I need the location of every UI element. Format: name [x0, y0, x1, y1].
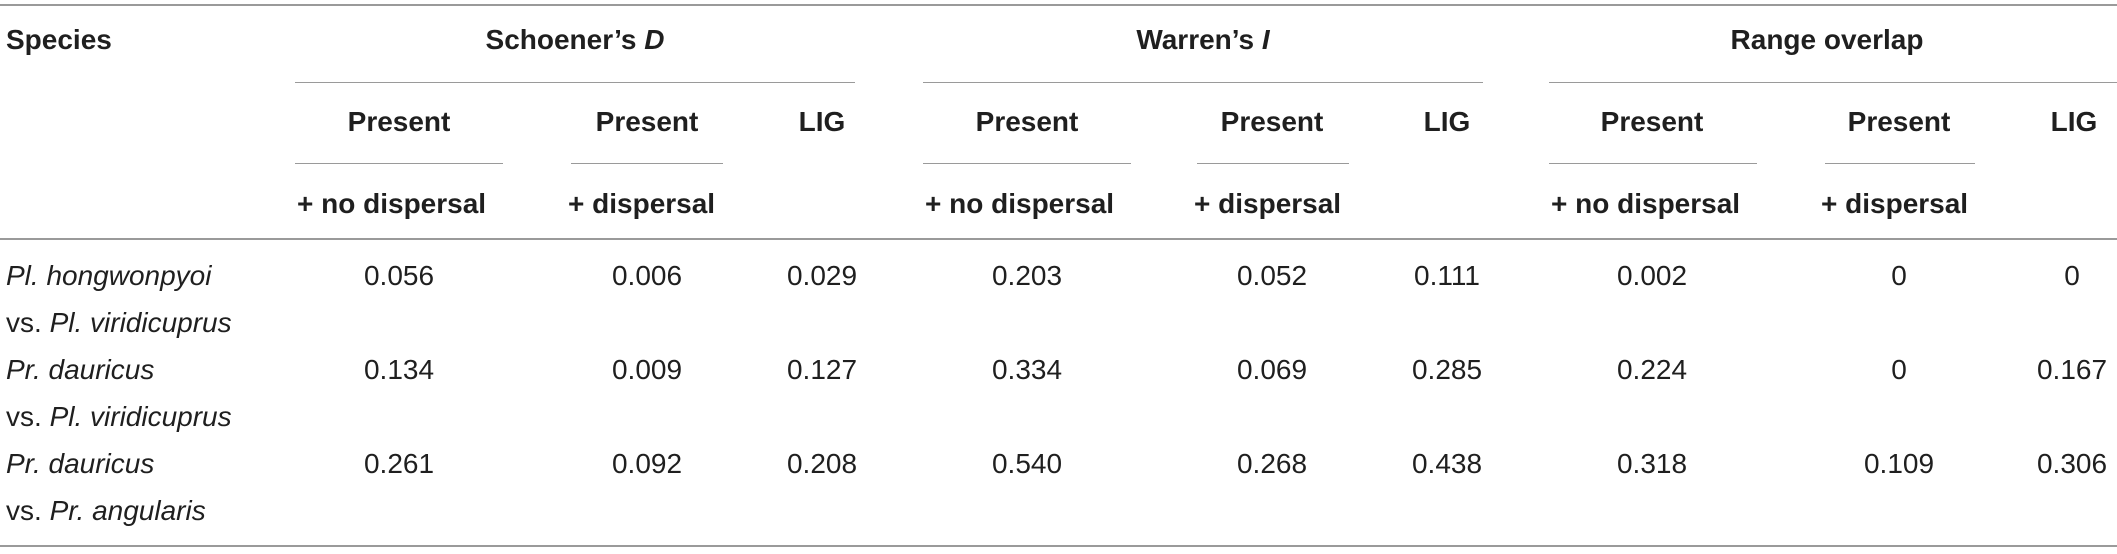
row2-value-d-disp: 0.009	[611, 354, 683, 385]
group-rule-range	[1549, 82, 2117, 83]
subheader-lig-r: LIG	[2050, 106, 2098, 137]
table-bottom-rule	[0, 545, 2117, 547]
row2-value-i-nodisp: 0.334	[991, 354, 1063, 385]
row3-value-r-lig: 0.306	[2036, 448, 2108, 479]
subheader-dispersal-d: + dispersal	[568, 188, 716, 219]
row2-value-d-lig: 0.127	[786, 354, 858, 385]
subheader-present-disp-i: Present	[1220, 106, 1324, 137]
row2-species-line2: vs. Pl. viridicuprus	[6, 401, 232, 432]
row3-value-i-nodisp: 0.540	[991, 448, 1063, 479]
sub-rule-2	[571, 163, 723, 164]
group-rule-warren	[923, 82, 1483, 83]
table-top-rule	[0, 4, 2117, 6]
row3-species-line1: Pr. dauricus	[6, 448, 155, 479]
group-rule-schoener	[295, 82, 855, 83]
sub-rule-1	[295, 163, 503, 164]
row2-value-r-lig: 0.167	[2036, 354, 2108, 385]
row1-value-d-disp: 0.006	[611, 260, 683, 291]
row3-species-line2: vs. Pr. angularis	[6, 495, 206, 526]
row1-value-i-lig: 0.111	[1414, 260, 1480, 291]
sub-rule-6	[1825, 163, 1975, 164]
subheader-dispersal-r: + dispersal	[1821, 188, 1969, 219]
sub-rule-4	[1197, 163, 1349, 164]
row1-value-r-disp: 0	[1891, 260, 1907, 291]
row1-value-d-nodisp: 0.056	[363, 260, 435, 291]
row1-species-line1: Pl. hongwonpyoi	[6, 260, 212, 291]
row3-value-d-lig: 0.208	[786, 448, 858, 479]
subheader-no-dispersal-r: + no dispersal	[1551, 188, 1741, 219]
row2-species-line1: Pr. dauricus	[6, 354, 155, 385]
subheader-present-nodisp-d: Present	[347, 106, 451, 137]
row3-value-r-nodisp: 0.318	[1616, 448, 1688, 479]
row3-value-r-disp: 0.109	[1863, 448, 1935, 479]
row1-value-i-disp: 0.052	[1236, 260, 1308, 291]
subheader-present-disp-d: Present	[595, 106, 699, 137]
row3-value-i-lig: 0.438	[1411, 448, 1483, 479]
header-warrens-i: Warren’s I	[1136, 24, 1270, 55]
row2-value-r-disp: 0	[1891, 354, 1907, 385]
header-range-overlap: Range overlap	[1730, 24, 1924, 55]
subheader-present-nodisp-r: Present	[1600, 106, 1704, 137]
row1-value-r-nodisp: 0.002	[1616, 260, 1688, 291]
subheader-lig-d: LIG	[798, 106, 846, 137]
row2-value-d-nodisp: 0.134	[363, 354, 435, 385]
row1-value-i-nodisp: 0.203	[991, 260, 1063, 291]
row3-value-i-disp: 0.268	[1236, 448, 1308, 479]
header-bottom-rule	[0, 238, 2117, 240]
subheader-present-nodisp-i: Present	[975, 106, 1079, 137]
subheader-lig-i: LIG	[1423, 106, 1471, 137]
subheader-no-dispersal-i: + no dispersal	[925, 188, 1115, 219]
row2-value-i-disp: 0.069	[1236, 354, 1308, 385]
row2-value-r-nodisp: 0.224	[1616, 354, 1688, 385]
row1-value-d-lig: 0.029	[786, 260, 858, 291]
subheader-present-disp-r: Present	[1847, 106, 1951, 137]
row3-value-d-nodisp: 0.261	[363, 448, 435, 479]
sub-rule-5	[1549, 163, 1757, 164]
subheader-no-dispersal-d: + no dispersal	[297, 188, 487, 219]
header-species: Species	[6, 24, 112, 55]
subheader-dispersal-i: + dispersal	[1194, 188, 1342, 219]
row3-value-d-disp: 0.092	[611, 448, 683, 479]
row1-value-r-lig: 0	[2064, 260, 2080, 291]
row2-value-i-lig: 0.285	[1411, 354, 1483, 385]
header-schoeners-d: Schoener’s D	[485, 24, 665, 55]
row1-species-line2: vs. Pl. viridicuprus	[6, 307, 232, 338]
sub-rule-3	[923, 163, 1131, 164]
